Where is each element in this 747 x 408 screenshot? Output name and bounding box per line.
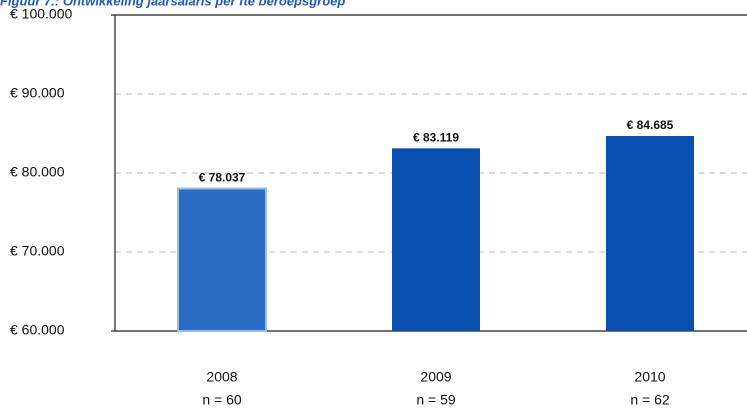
- y-tick-label: € 80.000: [10, 164, 65, 180]
- bar: [606, 135, 694, 331]
- y-tick-label: € 70.000: [10, 243, 65, 259]
- value-label: € 84.685: [627, 118, 674, 132]
- sample-size-label: n = 60: [202, 392, 242, 408]
- sample-size-label: n = 62: [630, 392, 670, 408]
- bar: [177, 187, 267, 332]
- y-tick-label: € 90.000: [10, 85, 65, 101]
- x-tick-label: 2009: [420, 369, 451, 385]
- x-tick-label: 2010: [634, 369, 665, 385]
- value-label: € 83.119: [413, 131, 459, 145]
- x-tick-label: 2008: [206, 369, 237, 385]
- sample-size-label: n = 59: [416, 392, 456, 408]
- value-label: € 78.037: [199, 171, 246, 185]
- chart-title: Figuur 7.: Ontwikkeling jaarsalaris per …: [0, 0, 345, 8]
- y-tick-label: € 100.000: [10, 6, 72, 22]
- bar: [392, 148, 480, 331]
- y-tick-label: € 60.000: [10, 322, 65, 338]
